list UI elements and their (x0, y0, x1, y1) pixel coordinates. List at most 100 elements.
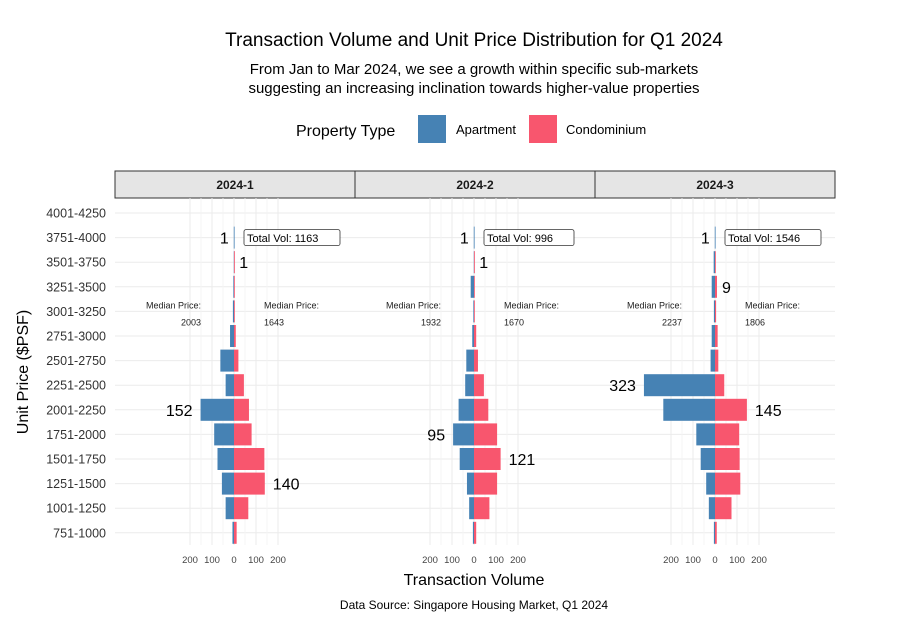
median-apartment-label: Median Price: (627, 300, 682, 310)
bar-apartment (200, 398, 234, 421)
data-label: 1 (479, 255, 488, 272)
x-tick-label: 100 (204, 555, 220, 566)
x-tick-label: 200 (270, 555, 286, 566)
bar-condominium (715, 448, 740, 470)
median-condo-value: 1806 (745, 317, 765, 327)
data-label: 152 (166, 403, 193, 420)
facet-strip (114, 170, 356, 199)
y-tick-label: 2501-2750 (46, 354, 106, 368)
bar-apartment (643, 374, 715, 397)
facet-panel-2024-1: 2024-1 200 100 0 100 200 152 140 11 Total Vol: 11… (114, 170, 356, 566)
bar-condominium (234, 423, 252, 446)
y-tick-label: 1501-1750 (46, 453, 106, 467)
bar-apartment (465, 374, 474, 397)
y-tick-label: 1001-1250 (46, 502, 106, 516)
bar-apartment (217, 448, 234, 470)
bar-condominium (234, 300, 235, 323)
bar-condominium (234, 521, 237, 544)
total-volume-label: Total Vol: 1546 (728, 233, 800, 245)
y-tick-label: 2251-2500 (46, 379, 106, 393)
y-tick-label: 2001-2250 (46, 403, 106, 417)
bar-apartment (220, 349, 234, 372)
data-label: 1 (220, 231, 229, 248)
data-label: 145 (755, 403, 782, 420)
median-apartment-value: 1932 (421, 317, 441, 327)
chart-subtitle-line-2: suggesting an increasing inclination tow… (248, 80, 699, 97)
bar-apartment (453, 423, 474, 446)
legend-swatch-apartment (418, 115, 446, 143)
bar-condominium (715, 349, 719, 372)
bar-apartment (466, 472, 474, 495)
x-tick-label: 200 (751, 555, 767, 566)
facet-strip-label: 2024-2 (456, 178, 494, 192)
bar-condominium (474, 398, 489, 421)
facet-panel-2024-2: 2024-2 200 100 0 100 200 95 121 11 Total Vol: 996… (354, 170, 596, 566)
bar-condominium (715, 300, 717, 323)
legend-swatch-condominium (529, 115, 557, 143)
bar-condominium (715, 472, 741, 495)
y-tick-label: 1251-1500 (46, 477, 106, 491)
bar-condominium (474, 472, 498, 495)
bar-apartment (459, 448, 474, 470)
bar-apartment (472, 325, 474, 347)
y-tick-label: 3001-3250 (46, 305, 106, 319)
bar-apartment (469, 497, 474, 520)
bar-apartment (233, 275, 235, 298)
bar-apartment (711, 275, 715, 298)
data-label: 95 (427, 427, 445, 444)
x-tick-label: 200 (182, 555, 198, 566)
median-apartment-value: 2003 (181, 317, 201, 327)
median-apartment-label: Median Price: (386, 300, 441, 310)
total-volume-box (483, 229, 575, 247)
bar-apartment (711, 325, 715, 347)
bar-condominium (715, 374, 725, 397)
bar-apartment (663, 398, 715, 421)
bar-apartment (700, 448, 715, 470)
x-tick-label: 200 (510, 555, 526, 566)
bar-apartment (473, 226, 475, 249)
legend-title: Property Type (296, 123, 395, 140)
total-volume-label: Total Vol: 996 (487, 233, 553, 245)
bar-condominium (474, 374, 484, 397)
y-tick-label: 4001-4250 (46, 207, 106, 221)
bar-condominium (474, 275, 475, 298)
x-axis-title: Transaction Volume (404, 572, 545, 589)
median-condo-value: 1643 (264, 317, 284, 327)
bar-apartment (473, 300, 475, 323)
legend-label-apartment: Apartment (456, 122, 516, 137)
bar-condominium (715, 521, 717, 544)
bar-apartment (458, 398, 474, 421)
median-condo-label: Median Price: (745, 300, 800, 310)
legend-label-condominium: Condominium (566, 122, 646, 137)
y-tick-label: 2751-3000 (46, 330, 106, 344)
x-tick-label: 100 (444, 555, 460, 566)
bar-apartment (221, 472, 234, 495)
y-tick-label: 751-1000 (53, 526, 106, 540)
bar-condominium (474, 251, 475, 274)
facet-strip-label: 2024-3 (696, 178, 734, 192)
bar-condominium (474, 423, 498, 446)
y-tick-label: 3501-3750 (46, 256, 106, 270)
x-tick-label: 200 (422, 555, 438, 566)
bar-apartment (230, 325, 234, 347)
facet-strip (594, 170, 836, 199)
bar-condominium (715, 423, 740, 446)
legend: Property Type Apartment Condominium (296, 115, 646, 143)
bar-condominium (234, 497, 249, 520)
bar-condominium (715, 497, 732, 520)
bar-condominium (234, 398, 249, 421)
chart-subtitle-line-1: From Jan to Mar 2024, we see a growth wi… (250, 61, 699, 78)
data-label: 140 (273, 477, 300, 494)
chart-caption: Data Source: Singapore Housing Market, Q… (340, 598, 608, 612)
total-volume-box (243, 229, 341, 247)
bar-condominium (474, 300, 475, 323)
total-volume-label: Total Vol: 1163 (247, 233, 318, 245)
bar-condominium (715, 275, 717, 298)
bar-apartment (696, 423, 715, 446)
median-apartment-label: Median Price: (146, 300, 201, 310)
y-axis: 751-1000 1001-1250 1251-1500 1501-1750 1751-… (46, 207, 106, 541)
bar-apartment (214, 423, 234, 446)
x-tick-label: 0 (231, 555, 236, 566)
bar-apartment (232, 521, 234, 544)
